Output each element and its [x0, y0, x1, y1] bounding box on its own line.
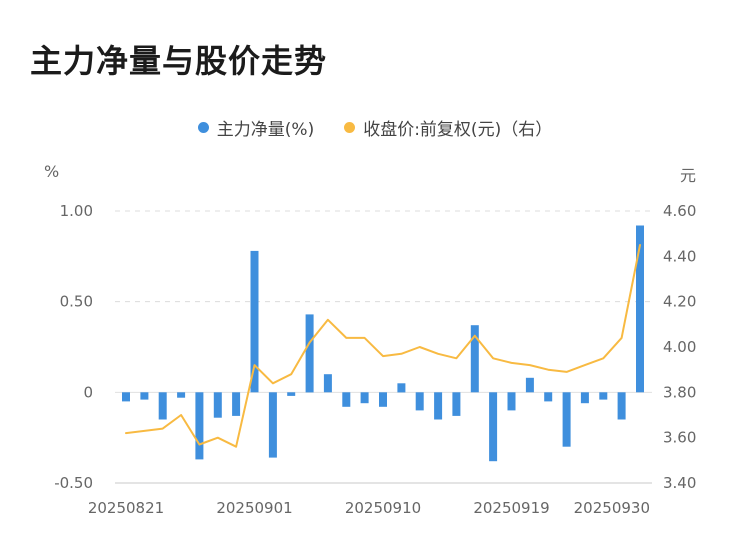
left-tick-label: -0.50 [54, 474, 93, 492]
left-axis-tick-labels: 1.00 0.50 0 -0.50 [54, 202, 93, 492]
legend-label-main-net-volume: 主力净量(%) [216, 120, 315, 140]
bar[interactable] [360, 392, 369, 404]
bar[interactable] [415, 392, 424, 411]
x-axis-tick-labels: 20250821 20250901 20250910 20250919 20250930 [88, 499, 650, 517]
bar[interactable] [232, 392, 241, 416]
right-tick-label: 3.80 [663, 383, 696, 401]
legend-marker-bar-icon [197, 122, 209, 133]
bar[interactable] [140, 392, 149, 400]
left-axis-unit-label: % [44, 162, 60, 181]
x-tick-label: 20250919 [473, 499, 549, 517]
bar[interactable] [580, 392, 589, 404]
bar[interactable] [158, 392, 167, 420]
bar[interactable] [489, 392, 498, 462]
bar[interactable] [122, 392, 130, 402]
right-tick-label: 4.00 [663, 338, 696, 356]
bar[interactable] [452, 392, 461, 416]
legend-label-close-price: 收盘价:前复权(元)（右） [363, 120, 553, 140]
right-axis-tick-labels: 4.60 4.40 4.20 4.00 3.80 3.60 3.40 [663, 202, 696, 492]
legend-item-main-net-volume[interactable]: 主力净量(%) [197, 115, 315, 140]
x-tick-label: 20250821 [88, 499, 164, 517]
right-tick-label: 4.20 [663, 293, 696, 311]
bar[interactable] [323, 374, 332, 393]
x-tick-label: 20250901 [216, 499, 292, 517]
legend-item-close-price[interactable]: 收盘价:前复权(元)（右） [344, 115, 552, 140]
left-tick-label: 0 [83, 383, 93, 401]
bar[interactable] [268, 392, 277, 458]
bar[interactable] [525, 377, 534, 393]
main-net-volume-bars [122, 225, 644, 462]
bar[interactable] [342, 392, 351, 407]
right-axis-unit-label: 元 [680, 166, 697, 185]
right-tick-label: 4.40 [663, 247, 696, 265]
left-tick-label: 0.50 [60, 293, 93, 311]
bar[interactable] [599, 392, 608, 400]
bar[interactable] [287, 392, 296, 396]
bar[interactable] [507, 392, 516, 411]
legend: 主力净量(%) 收盘价:前复权(元)（右） [0, 115, 750, 140]
bar[interactable] [250, 250, 259, 393]
page-title: 主力净量与股价走势 [30, 42, 328, 80]
bar[interactable] [305, 314, 314, 393]
bar[interactable] [195, 392, 204, 460]
right-tick-label: 3.60 [663, 429, 696, 447]
bar[interactable] [397, 383, 406, 393]
bar[interactable] [434, 392, 443, 420]
x-tick-label: 20250910 [345, 499, 421, 517]
legend-marker-line-icon [344, 122, 356, 133]
bar[interactable] [562, 392, 571, 447]
bar[interactable] [470, 325, 479, 393]
bar[interactable] [213, 392, 222, 418]
bar[interactable] [544, 392, 553, 402]
left-tick-label: 1.00 [60, 202, 93, 220]
bar[interactable] [636, 225, 644, 393]
right-tick-label: 3.40 [663, 474, 696, 492]
x-tick-label: 20250930 [574, 499, 650, 517]
bar[interactable] [177, 392, 186, 398]
right-tick-label: 4.60 [663, 202, 696, 220]
close-price-line[interactable] [125, 244, 641, 448]
bar[interactable] [617, 392, 626, 420]
bar[interactable] [379, 392, 387, 407]
